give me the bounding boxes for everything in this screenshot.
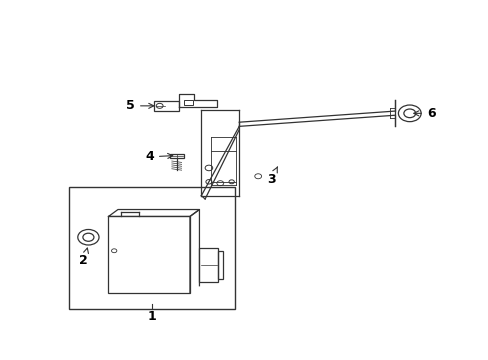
Text: 2: 2: [80, 248, 88, 267]
Text: 4: 4: [145, 150, 172, 163]
Text: 5: 5: [126, 99, 153, 112]
Bar: [218, 251, 223, 279]
Bar: [199, 248, 218, 282]
Bar: [169, 154, 183, 158]
Bar: [68, 187, 235, 309]
Bar: [108, 216, 189, 293]
Text: 1: 1: [147, 310, 156, 323]
Text: 3: 3: [266, 167, 277, 185]
Bar: [154, 100, 178, 111]
Bar: [184, 100, 192, 105]
Text: 6: 6: [413, 107, 435, 120]
